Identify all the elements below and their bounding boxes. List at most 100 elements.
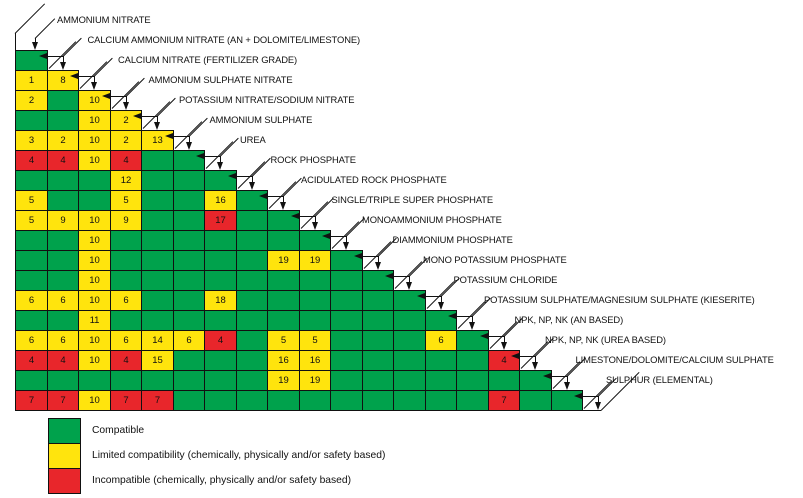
matrix-cell-r12-c8 bbox=[236, 250, 268, 271]
matrix-cell-r16-c4: 6 bbox=[110, 330, 142, 351]
legend-swatch-incompatible bbox=[48, 468, 81, 494]
matrix-cell-r11-c1 bbox=[15, 230, 48, 251]
arrow-down-icon bbox=[280, 202, 286, 210]
matrix-cell-r6-c4: 2 bbox=[110, 130, 142, 151]
matrix-cell-r15-c3: 11 bbox=[78, 310, 111, 331]
arrow-down-icon bbox=[217, 162, 223, 170]
matrix-cell-r6-c2: 2 bbox=[47, 130, 79, 151]
matrix-cell-r18-c14 bbox=[425, 370, 457, 391]
matrix-cell-r5-c3: 10 bbox=[78, 110, 111, 131]
arrow-left-icon bbox=[165, 133, 173, 139]
arrow-left-icon bbox=[259, 193, 267, 199]
matrix-cell-r7-c3: 10 bbox=[78, 150, 111, 171]
leader-arm bbox=[35, 38, 36, 43]
material-label-5: POTASSIUM NITRATE/SODIUM NITRATE bbox=[179, 94, 355, 105]
matrix-cell-r16-c2: 6 bbox=[47, 330, 79, 351]
matrix-cell-r19-c8 bbox=[236, 390, 268, 411]
matrix-cell-r16-c12 bbox=[362, 330, 394, 351]
matrix-cell-r8-c3 bbox=[78, 170, 111, 191]
matrix-cell-r17-c9: 16 bbox=[267, 350, 300, 371]
material-label-13: MONO POTASSIUM PHOSPHATE bbox=[423, 254, 567, 265]
arrow-down-icon bbox=[31, 42, 38, 50]
leader-line bbox=[34, 18, 56, 39]
matrix-cell-r16-c3: 10 bbox=[78, 330, 111, 351]
matrix-cell-r19-c9 bbox=[267, 390, 300, 411]
matrix-cell-r18-c16 bbox=[488, 370, 520, 391]
matrix-cell-r17-c14 bbox=[425, 350, 457, 371]
leader-arm bbox=[204, 156, 221, 157]
matrix-cell-r11-c6 bbox=[173, 230, 205, 251]
arrow-left-icon bbox=[448, 313, 456, 319]
matrix-cell-r11-c7 bbox=[204, 230, 237, 251]
matrix-cell-r19-c15 bbox=[456, 390, 489, 411]
matrix-cell-r13-c4 bbox=[110, 270, 142, 291]
arrow-left-icon bbox=[322, 233, 330, 239]
material-label-8: ROCK PHOSPHATE bbox=[270, 154, 357, 165]
matrix-cell-r17-c2: 4 bbox=[47, 350, 79, 371]
leader-arm bbox=[299, 216, 316, 217]
matrix-cell-r14-c7: 18 bbox=[204, 290, 237, 311]
arrow-left-icon bbox=[574, 393, 582, 399]
matrix-cell-r19-c10 bbox=[299, 390, 331, 411]
matrix-cell-r13-c6 bbox=[173, 270, 205, 291]
arrow-left-icon bbox=[511, 353, 519, 359]
arrow-left-icon bbox=[385, 273, 393, 279]
matrix-cell-r14-c1: 6 bbox=[15, 290, 48, 311]
matrix-cell-r6-c1: 3 bbox=[15, 130, 48, 151]
arrow-down-icon bbox=[249, 182, 255, 190]
matrix-cell-r18-c11 bbox=[330, 370, 363, 391]
matrix-cell-r17-c5: 15 bbox=[141, 350, 174, 371]
material-label-4: AMMONIUM SULPHATE NITRATE bbox=[148, 74, 293, 85]
matrix-cell-r18-c10: 19 bbox=[299, 370, 331, 391]
matrix-cell-r3-c1: 1 bbox=[15, 70, 48, 91]
matrix-cell-r16-c5: 14 bbox=[141, 330, 174, 351]
matrix-cell-r19-c14 bbox=[425, 390, 457, 411]
leader-arm bbox=[378, 256, 379, 264]
matrix-cell-r11-c9 bbox=[267, 230, 300, 251]
matrix-cell-r9-c3 bbox=[78, 190, 111, 211]
matrix-cell-r14-c5 bbox=[141, 290, 174, 311]
matrix-cell-r16-c13 bbox=[393, 330, 426, 351]
leader-line bbox=[156, 98, 176, 117]
matrix-cell-r4-c1: 2 bbox=[15, 90, 48, 111]
matrix-cell-r12-c4 bbox=[110, 250, 142, 271]
arrow-down-icon bbox=[312, 222, 318, 230]
leader-arm bbox=[456, 316, 473, 317]
matrix-cell-r7-c2: 4 bbox=[47, 150, 79, 171]
arrow-left-icon bbox=[102, 93, 110, 99]
arrow-left-icon bbox=[417, 293, 425, 299]
leader-arm bbox=[567, 376, 568, 384]
matrix-cell-r17-c3: 10 bbox=[78, 350, 111, 371]
matrix-cell-r9-c1: 5 bbox=[15, 190, 48, 211]
material-label-10: SINGLE/TRIPLE SUPER PHOSPHATE bbox=[331, 194, 494, 205]
matrix-cell-r19-c4: 7 bbox=[110, 390, 142, 411]
leader-line bbox=[345, 218, 365, 237]
matrix-cell-r16-c7: 4 bbox=[204, 330, 237, 351]
leader-arm bbox=[535, 356, 536, 364]
material-label-3: CALCIUM NITRATE (FERTILIZER GRADE) bbox=[118, 54, 298, 65]
arrow-left-icon bbox=[196, 153, 204, 159]
legend-label-limited: Limited compatibility (chemically, physi… bbox=[92, 450, 386, 461]
matrix-cell-r9-c6 bbox=[173, 190, 205, 211]
matrix-cell-r10-c5 bbox=[141, 210, 174, 231]
matrix-cell-r11-c2 bbox=[47, 230, 79, 251]
arrow-left-icon bbox=[39, 53, 47, 59]
matrix-cell-r15-c6 bbox=[173, 310, 205, 331]
matrix-cell-r7-c4: 4 bbox=[110, 150, 142, 171]
matrix-cell-r13-c5 bbox=[141, 270, 174, 291]
arrow-down-icon bbox=[91, 82, 97, 90]
leader-arm bbox=[472, 316, 473, 324]
matrix-cell-r16-c11 bbox=[330, 330, 363, 351]
matrix-cell-r4-c2 bbox=[47, 90, 79, 111]
arrow-down-icon bbox=[406, 282, 412, 290]
leader-line bbox=[251, 158, 271, 177]
arrow-down-icon bbox=[186, 142, 192, 150]
matrix-cell-r18-c5 bbox=[141, 370, 174, 391]
matrix-cell-r14-c8 bbox=[236, 290, 268, 311]
leader-arm bbox=[126, 96, 127, 104]
matrix-cell-r19-c13 bbox=[393, 390, 426, 411]
material-label-7: UREA bbox=[240, 134, 266, 145]
matrix-cell-r13-c3: 10 bbox=[78, 270, 111, 291]
matrix-cell-r14-c2: 6 bbox=[47, 290, 79, 311]
